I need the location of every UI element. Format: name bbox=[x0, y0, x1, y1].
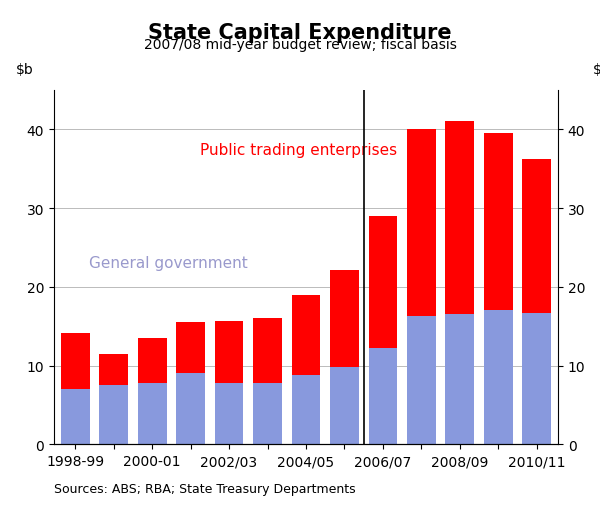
Bar bbox=[61, 333, 89, 389]
Bar bbox=[445, 315, 475, 444]
Bar bbox=[292, 295, 320, 375]
Bar bbox=[99, 354, 128, 385]
Bar bbox=[253, 319, 282, 383]
Bar bbox=[137, 383, 167, 444]
Text: General government: General government bbox=[89, 256, 248, 271]
Text: Sources: ABS; RBA; State Treasury Departments: Sources: ABS; RBA; State Treasury Depart… bbox=[54, 482, 356, 495]
Bar bbox=[368, 217, 397, 348]
Bar bbox=[215, 383, 244, 444]
Bar bbox=[292, 375, 320, 444]
Text: $b: $b bbox=[593, 63, 600, 77]
Bar bbox=[61, 389, 89, 444]
Bar bbox=[253, 383, 282, 444]
Bar bbox=[407, 316, 436, 444]
Bar bbox=[523, 313, 551, 444]
Bar bbox=[484, 311, 513, 444]
Bar bbox=[176, 374, 205, 444]
Bar bbox=[484, 134, 513, 311]
Bar bbox=[330, 270, 359, 368]
Text: Public trading enterprises: Public trading enterprises bbox=[200, 142, 397, 158]
Bar bbox=[215, 322, 244, 383]
Bar bbox=[137, 338, 167, 383]
Bar bbox=[176, 323, 205, 374]
Text: State Capital Expenditure: State Capital Expenditure bbox=[148, 23, 452, 43]
Text: $b: $b bbox=[16, 63, 34, 77]
Bar bbox=[407, 130, 436, 316]
Bar bbox=[368, 348, 397, 444]
Bar bbox=[523, 160, 551, 313]
Text: 2007/08 mid-year budget review; fiscal basis: 2007/08 mid-year budget review; fiscal b… bbox=[143, 38, 457, 52]
Bar bbox=[445, 122, 475, 315]
Bar bbox=[330, 368, 359, 444]
Bar bbox=[99, 385, 128, 444]
